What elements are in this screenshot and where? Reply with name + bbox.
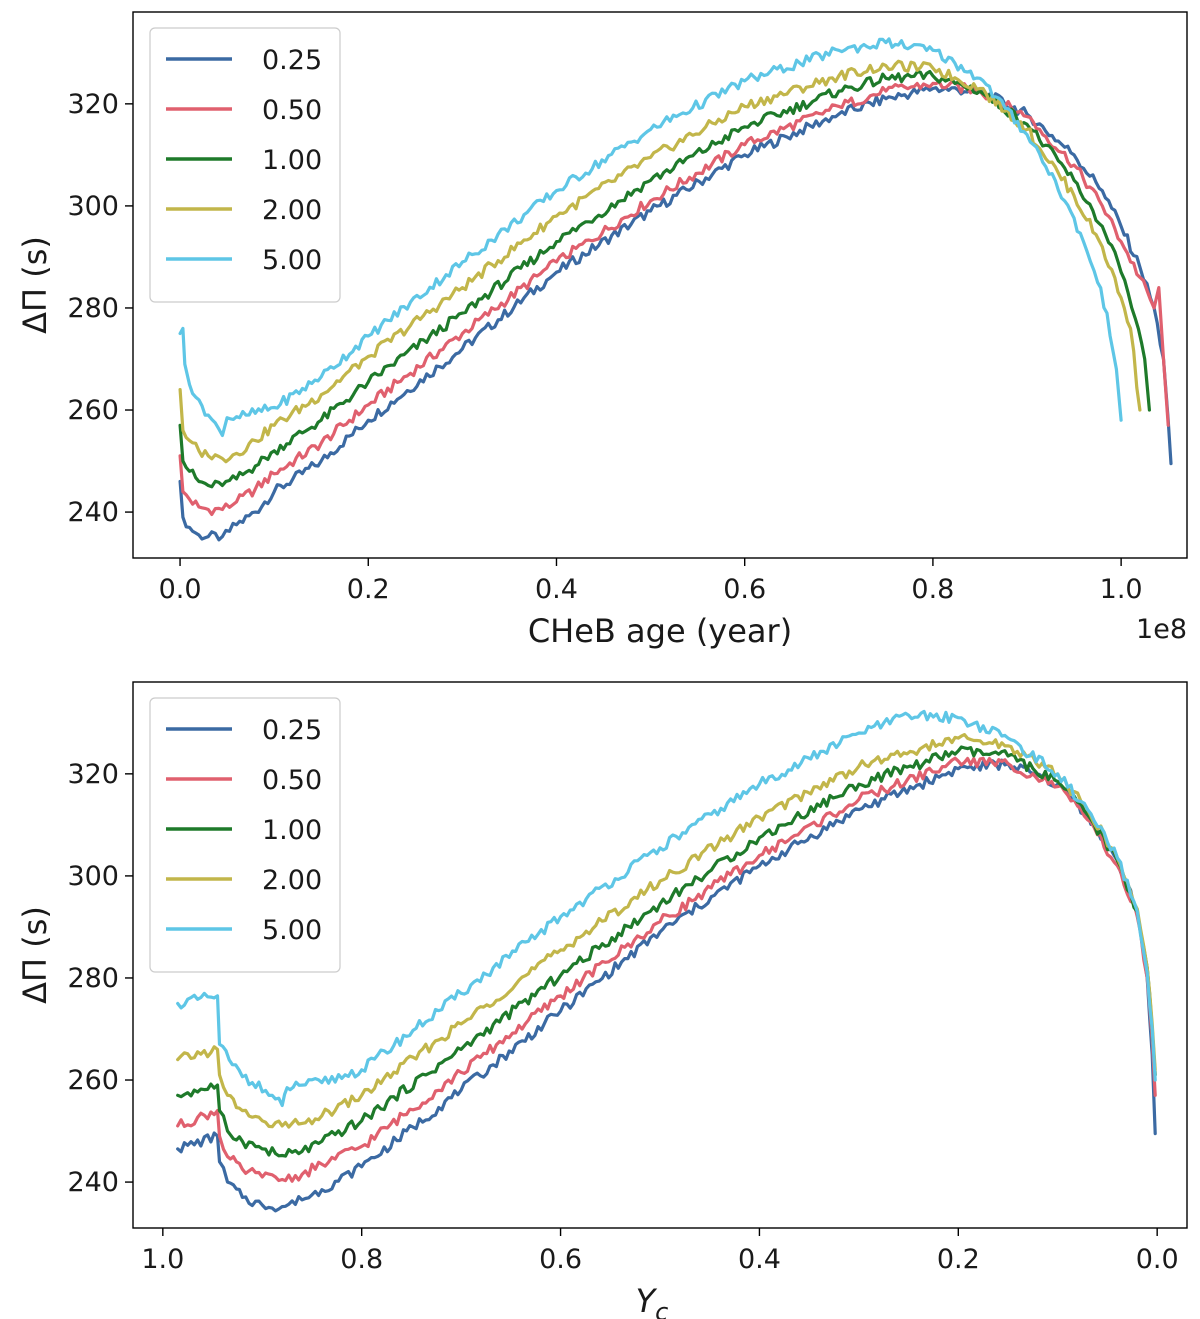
plot-frame (132, 681, 1188, 1229)
x-tick-label: 0.0 (1136, 1244, 1179, 1275)
x-offset-label: 1e8 (1136, 614, 1187, 645)
y-tick-label: 240 (67, 497, 119, 528)
legend-box (149, 27, 341, 303)
x-tick-label: 0.8 (340, 1244, 383, 1275)
y-tick-label: 260 (67, 395, 119, 426)
series-line-5-00 (176, 709, 1157, 1108)
legend-label: 5.00 (262, 245, 322, 276)
y-tick-label: 280 (67, 963, 119, 994)
legend-label: 5.00 (262, 915, 322, 946)
legend-label: 1.00 (262, 815, 322, 846)
series-group (178, 37, 1173, 542)
legend-label: 0.25 (262, 715, 322, 746)
series-line-2-00 (178, 59, 1142, 464)
legend: 0.25 0.50 1.00 2.00 5.00 (149, 697, 341, 973)
x-tick-label: 0.8 (911, 574, 954, 605)
series-line-1-00 (176, 745, 1157, 1158)
x-tick-label: 1.0 (1100, 574, 1143, 605)
series-line-5-00 (178, 37, 1123, 438)
y-tick-label: 260 (67, 1065, 119, 1096)
chart-top-cheb-age: 0.0 0.2 0.4 0.6 0.8 1.0 240 260 280 300 320 ΔΠ (s) C… (16, 11, 1188, 650)
y-tick-label: 300 (67, 191, 119, 222)
y-axis-title: ΔΠ (s) (16, 236, 54, 334)
x-tick-label: 0.4 (535, 574, 578, 605)
chart-bottom-yc: 1.0 0.8 0.6 0.4 0.2 0.0 240 260 280 300 320 ΔΠ (s) Y… (16, 681, 1188, 1319)
x-tick-label: 0.2 (347, 574, 390, 605)
legend-label: 0.50 (262, 95, 322, 126)
series-line-0-50 (176, 756, 1157, 1183)
legend: 0.25 0.50 1.00 2.00 5.00 (149, 27, 341, 303)
y-tick-label: 320 (67, 759, 119, 790)
legend-label: 0.25 (262, 45, 322, 76)
legend-box (149, 697, 341, 973)
legend-label: 2.00 (262, 865, 322, 896)
x-tick-label: 0.6 (539, 1244, 582, 1275)
y-tick-label: 300 (67, 861, 119, 892)
x-tick-label: 0.2 (937, 1244, 980, 1275)
x-axis-title: CHeB age (year) (528, 612, 792, 650)
plot-frame (132, 11, 1188, 559)
x-tick-label: 0.0 (159, 574, 202, 605)
legend-label: 2.00 (262, 195, 322, 226)
x-axis-title: Yc (636, 1282, 669, 1319)
y-tick-label: 320 (67, 89, 119, 120)
legend-label: 1.00 (262, 145, 322, 176)
y-tick-label: 280 (67, 293, 119, 324)
x-tick-label: 0.6 (723, 574, 766, 605)
series-group (176, 709, 1157, 1213)
legend-label: 0.50 (262, 765, 322, 796)
x-tick-label: 0.4 (738, 1244, 781, 1275)
y-tick-label: 240 (67, 1167, 119, 1198)
series-line-2-00 (176, 733, 1157, 1129)
x-tick-label: 1.0 (141, 1244, 184, 1275)
y-axis-title: ΔΠ (s) (16, 906, 54, 1004)
